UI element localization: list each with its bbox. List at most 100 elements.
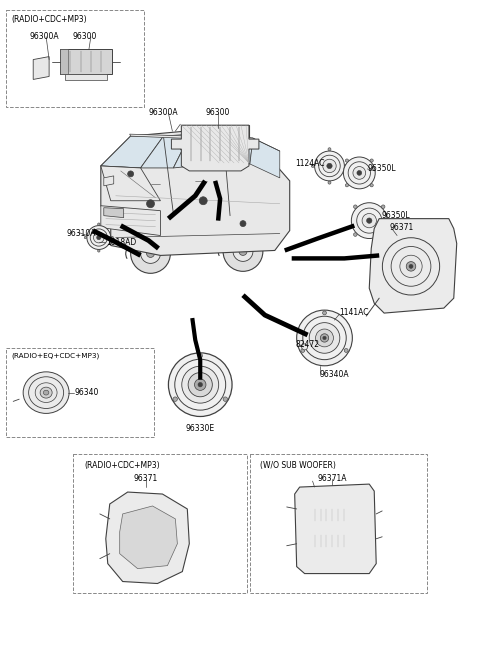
Circle shape	[223, 397, 228, 401]
Circle shape	[199, 196, 207, 205]
Text: 96300A: 96300A	[29, 32, 59, 41]
Circle shape	[198, 353, 203, 358]
Bar	[312, 507, 350, 521]
Text: 96371: 96371	[389, 223, 413, 232]
Polygon shape	[104, 176, 114, 186]
Circle shape	[409, 264, 413, 268]
Text: 1018AD: 1018AD	[106, 238, 136, 246]
Circle shape	[111, 237, 113, 238]
Text: 82472: 82472	[296, 340, 320, 349]
Circle shape	[97, 223, 100, 225]
Circle shape	[323, 159, 336, 173]
Circle shape	[223, 231, 263, 271]
Circle shape	[400, 255, 422, 277]
Polygon shape	[213, 134, 253, 164]
Text: 96330E: 96330E	[186, 424, 215, 434]
Circle shape	[370, 159, 373, 162]
Circle shape	[96, 235, 101, 240]
Polygon shape	[120, 506, 178, 568]
Polygon shape	[295, 484, 376, 574]
Circle shape	[367, 218, 372, 223]
Text: 96300: 96300	[73, 32, 97, 41]
Bar	[312, 533, 350, 547]
Bar	[73, 454, 247, 593]
Text: 1141AC: 1141AC	[339, 308, 369, 317]
Polygon shape	[33, 57, 49, 79]
Circle shape	[146, 250, 155, 258]
Bar	[181, 125, 249, 163]
Polygon shape	[171, 125, 259, 171]
Circle shape	[84, 237, 87, 238]
Circle shape	[182, 366, 219, 403]
Bar	[6, 348, 154, 438]
Circle shape	[309, 323, 340, 353]
Text: (W/O SUB WOOFER): (W/O SUB WOOFER)	[260, 461, 336, 470]
Circle shape	[301, 344, 308, 350]
Polygon shape	[101, 131, 290, 256]
Circle shape	[406, 261, 416, 271]
Circle shape	[94, 232, 104, 243]
Circle shape	[312, 164, 314, 168]
Circle shape	[345, 184, 348, 187]
Circle shape	[320, 334, 329, 342]
Polygon shape	[104, 208, 124, 217]
Circle shape	[351, 203, 387, 238]
Circle shape	[168, 353, 232, 417]
Circle shape	[233, 242, 253, 261]
Text: 96371A: 96371A	[318, 474, 347, 483]
Circle shape	[180, 145, 186, 151]
Circle shape	[353, 166, 366, 179]
Circle shape	[314, 151, 344, 181]
Polygon shape	[101, 136, 164, 168]
Circle shape	[173, 397, 178, 401]
Circle shape	[345, 164, 348, 168]
Circle shape	[370, 184, 373, 187]
Polygon shape	[369, 219, 457, 313]
Polygon shape	[101, 166, 160, 201]
Circle shape	[194, 379, 206, 390]
Text: 96300: 96300	[205, 108, 229, 118]
Circle shape	[382, 233, 385, 237]
Text: 96300A: 96300A	[148, 108, 178, 118]
Text: (RADIO+CDC+MP3): (RADIO+CDC+MP3)	[84, 461, 159, 470]
Circle shape	[327, 163, 332, 169]
Text: 96340: 96340	[75, 388, 99, 397]
Circle shape	[128, 171, 133, 177]
Polygon shape	[173, 134, 223, 168]
Circle shape	[323, 336, 326, 340]
Ellipse shape	[23, 372, 69, 413]
Circle shape	[323, 311, 326, 315]
Circle shape	[362, 214, 376, 228]
Circle shape	[357, 171, 362, 175]
Ellipse shape	[35, 383, 57, 403]
Polygon shape	[106, 492, 189, 583]
Ellipse shape	[40, 387, 52, 398]
Text: (RADIO+CDC+MP3): (RADIO+CDC+MP3)	[12, 15, 87, 24]
Circle shape	[97, 250, 100, 252]
Polygon shape	[65, 74, 107, 80]
Text: 96371: 96371	[133, 474, 157, 483]
Circle shape	[301, 348, 305, 352]
Circle shape	[315, 329, 334, 347]
Circle shape	[328, 181, 331, 184]
Circle shape	[328, 148, 331, 150]
Bar	[60, 49, 112, 74]
Circle shape	[240, 221, 246, 227]
Circle shape	[87, 225, 111, 250]
Circle shape	[354, 205, 357, 208]
Ellipse shape	[43, 390, 49, 395]
Circle shape	[343, 157, 375, 189]
Bar	[250, 454, 427, 593]
Text: 96350L: 96350L	[381, 211, 410, 219]
Circle shape	[345, 159, 348, 162]
Circle shape	[146, 200, 155, 208]
Circle shape	[198, 382, 203, 387]
Polygon shape	[101, 206, 160, 236]
Circle shape	[141, 244, 160, 263]
Text: (RADIO+EQ+CDC+MP3): (RADIO+EQ+CDC+MP3)	[12, 353, 99, 359]
Text: 96310A: 96310A	[66, 229, 96, 238]
Circle shape	[382, 205, 385, 208]
Circle shape	[188, 373, 212, 397]
Circle shape	[344, 348, 348, 352]
Text: 1124AC: 1124AC	[296, 159, 325, 168]
